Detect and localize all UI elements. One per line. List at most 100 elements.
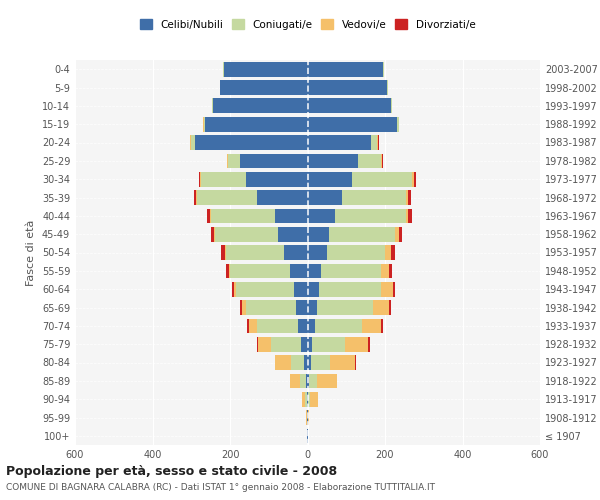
Bar: [406, 190, 408, 205]
Bar: [296, 300, 308, 315]
Bar: [362, 318, 381, 333]
Bar: [306, 410, 307, 425]
Bar: [284, 245, 308, 260]
Bar: [232, 282, 234, 296]
Bar: [308, 264, 321, 278]
Bar: [327, 245, 385, 260]
Bar: [308, 300, 317, 315]
Bar: [381, 154, 382, 168]
Bar: [389, 300, 391, 315]
Bar: [308, 208, 335, 223]
Bar: [308, 135, 371, 150]
Bar: [226, 245, 284, 260]
Bar: [393, 282, 395, 296]
Bar: [308, 355, 311, 370]
Bar: [382, 154, 383, 168]
Bar: [308, 190, 343, 205]
Bar: [247, 318, 250, 333]
Bar: [199, 172, 200, 186]
Bar: [308, 98, 391, 113]
Bar: [381, 282, 393, 296]
Bar: [343, 190, 406, 205]
Bar: [385, 245, 391, 260]
Bar: [236, 282, 294, 296]
Bar: [310, 374, 317, 388]
Y-axis label: Fasce di età: Fasce di età: [26, 220, 36, 286]
Bar: [408, 190, 412, 205]
Bar: [414, 172, 416, 186]
Bar: [330, 355, 355, 370]
Bar: [391, 98, 392, 113]
Bar: [408, 208, 412, 223]
Bar: [321, 264, 381, 278]
Bar: [308, 392, 310, 406]
Bar: [319, 282, 381, 296]
Bar: [290, 374, 300, 388]
Bar: [307, 392, 308, 406]
Bar: [298, 318, 308, 333]
Bar: [358, 154, 381, 168]
Bar: [223, 62, 224, 76]
Bar: [308, 245, 327, 260]
Bar: [406, 208, 408, 223]
Bar: [387, 80, 388, 95]
Bar: [190, 135, 191, 150]
Bar: [278, 227, 308, 242]
Bar: [197, 190, 257, 205]
Bar: [239, 154, 308, 168]
Bar: [229, 264, 230, 278]
Bar: [412, 172, 414, 186]
Bar: [308, 154, 358, 168]
Bar: [371, 135, 377, 150]
Bar: [230, 264, 290, 278]
Bar: [301, 337, 308, 351]
Bar: [378, 135, 379, 150]
Bar: [205, 117, 308, 132]
Bar: [345, 337, 368, 351]
Bar: [381, 264, 389, 278]
Bar: [308, 282, 319, 296]
Bar: [245, 300, 296, 315]
Bar: [308, 318, 315, 333]
Bar: [305, 374, 308, 388]
Bar: [257, 318, 298, 333]
Bar: [221, 245, 226, 260]
Bar: [305, 392, 307, 406]
Bar: [211, 208, 275, 223]
Bar: [239, 300, 242, 315]
Text: Popolazione per età, sesso e stato civile - 2008: Popolazione per età, sesso e stato civil…: [6, 465, 337, 478]
Bar: [245, 172, 308, 186]
Bar: [398, 227, 403, 242]
Bar: [271, 337, 301, 351]
Bar: [310, 392, 318, 406]
Bar: [227, 154, 228, 168]
Bar: [317, 300, 373, 315]
Bar: [224, 62, 308, 76]
Bar: [302, 392, 305, 406]
Bar: [257, 190, 308, 205]
Bar: [234, 282, 236, 296]
Bar: [242, 300, 245, 315]
Bar: [196, 190, 197, 205]
Bar: [214, 227, 215, 242]
Bar: [397, 117, 398, 132]
Bar: [308, 227, 329, 242]
Bar: [368, 337, 370, 351]
Bar: [191, 135, 195, 150]
Bar: [258, 337, 271, 351]
Text: COMUNE DI BAGNARA CALABRA (RC) - Dati ISTAT 1° gennaio 2008 - Elaborazione TUTTI: COMUNE DI BAGNARA CALABRA (RC) - Dati IS…: [6, 482, 435, 492]
Bar: [201, 172, 245, 186]
Bar: [352, 172, 412, 186]
Bar: [207, 208, 210, 223]
Bar: [377, 135, 378, 150]
Bar: [226, 264, 229, 278]
Bar: [294, 282, 308, 296]
Bar: [335, 208, 406, 223]
Bar: [300, 374, 305, 388]
Bar: [275, 355, 291, 370]
Bar: [315, 318, 362, 333]
Bar: [291, 355, 304, 370]
Bar: [220, 80, 308, 95]
Bar: [211, 227, 214, 242]
Bar: [308, 80, 387, 95]
